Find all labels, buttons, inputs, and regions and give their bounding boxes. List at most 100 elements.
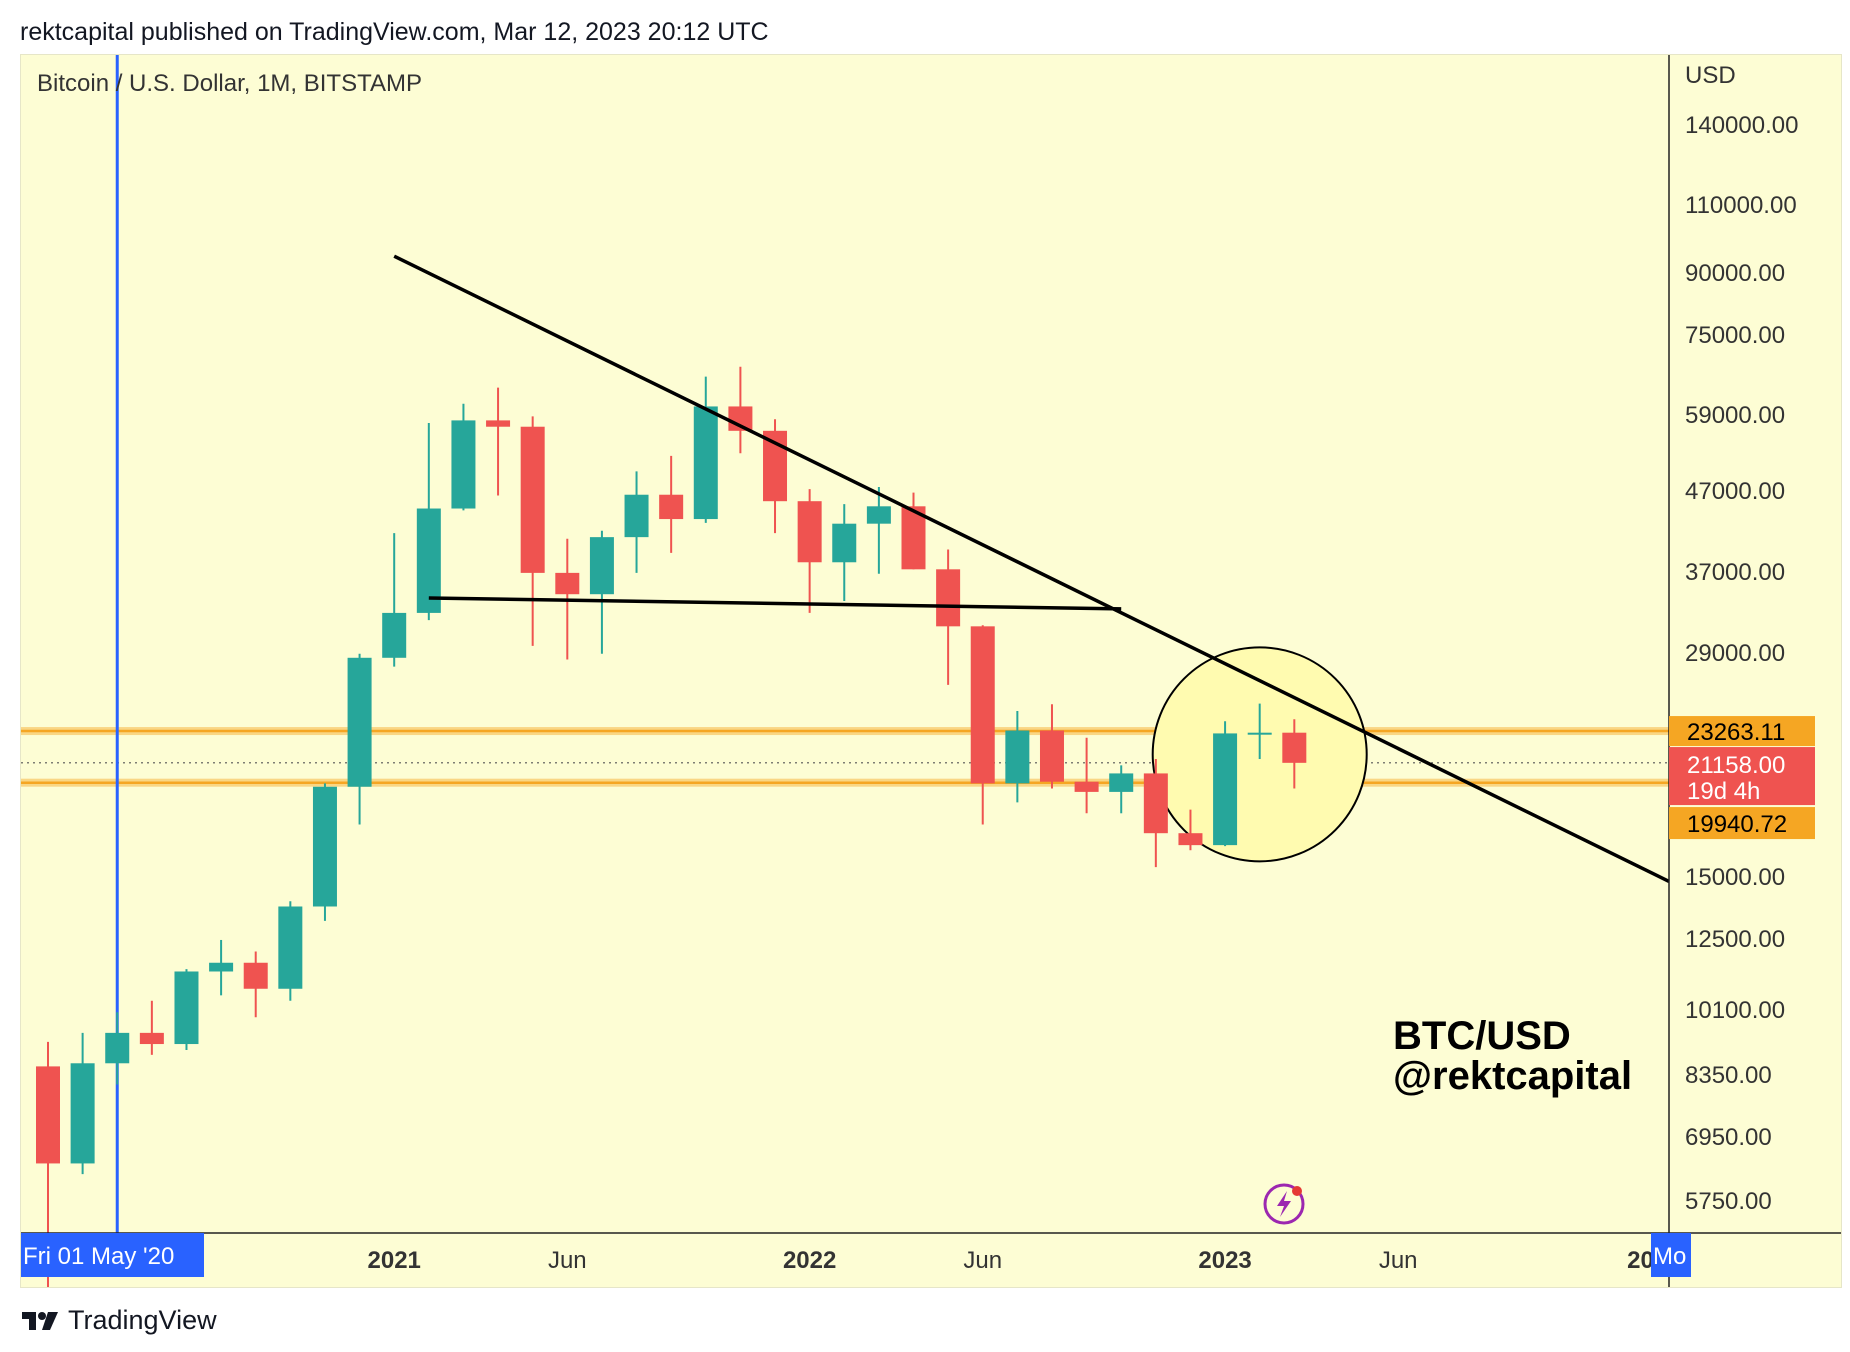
candle-body-bull [1005,730,1030,784]
x-tick-label: 2022 [783,1247,836,1274]
candle[interactable] [589,530,614,654]
candle[interactable] [728,366,753,454]
candle-body-bull [209,962,234,972]
candle-body-bull [105,1032,130,1064]
y-tick-label: 47000.00 [1685,478,1785,505]
y-tick-label: 6950.00 [1685,1124,1772,1151]
tradingview-logo-icon [22,1311,58,1330]
candle-body-bear [520,426,545,573]
lightning-icon-dot [1292,1186,1302,1196]
candle[interactable] [382,533,407,667]
candle[interactable] [1247,703,1272,760]
candle-body-bull [416,508,441,613]
candle-body-bull [624,494,649,538]
candle[interactable] [797,489,822,613]
candle[interactable] [278,901,303,1001]
candle-body-bull [589,537,614,595]
candle[interactable] [936,549,961,685]
currency-label: USD [1685,62,1736,89]
candle-body-bull [451,420,476,509]
candle[interactable] [312,783,337,921]
candle[interactable] [1074,737,1099,814]
x-tick-label: Jun [548,1247,587,1274]
candle-body-bull [1247,732,1272,735]
plot-area[interactable] [21,55,1669,1287]
chart-frame[interactable]: Bitcoin / U.S. Dollar, 1M, BITSTAMP USD … [20,54,1842,1288]
upper-level-tag-label: 23263.11 [1687,719,1785,746]
x-tick-label: 20 [1627,1247,1654,1274]
candle-body-bear [1143,773,1168,834]
lower-level-tag [1669,807,1815,840]
candle[interactable] [347,653,372,825]
candle[interactable] [866,486,891,574]
candle-body-bear [486,420,511,427]
candle[interactable] [1143,759,1168,868]
candle[interactable] [105,1012,130,1085]
lightning-icon[interactable] [1263,1183,1305,1225]
candle[interactable] [970,625,995,825]
watermark-handle: @rektcapital [1393,1054,1632,1098]
candle-body-bull [70,1063,95,1164]
candle[interactable] [1005,710,1030,803]
lower-level-tag-label: 19940.72 [1687,811,1787,838]
x-tick-label: 2021 [368,1247,421,1274]
candle[interactable] [832,504,857,601]
y-tick-label: 59000.00 [1685,402,1785,429]
candle-body-bear [139,1032,164,1045]
candle[interactable] [209,939,234,996]
candle[interactable] [243,951,268,1018]
candle-body-bear [1178,833,1203,846]
candle[interactable] [451,403,476,511]
y-tick-label: 10100.00 [1685,997,1785,1024]
candle[interactable] [139,1000,164,1055]
candle[interactable] [1109,765,1134,814]
candle[interactable] [70,1032,95,1175]
candle[interactable] [1282,719,1307,789]
y-tick-label: 29000.00 [1685,640,1785,667]
y-tick-label: 12500.00 [1685,926,1785,953]
candle-body-bear [659,494,684,520]
y-tick-label: 140000.00 [1685,112,1798,139]
candle[interactable] [1039,704,1064,789]
y-tick-label: 110000.00 [1685,192,1797,219]
y-tick-label: 90000.00 [1685,260,1785,287]
candle[interactable] [693,376,718,523]
y-tick-label: 15000.00 [1685,864,1785,891]
candle-body-bear [797,501,822,563]
candle[interactable] [416,422,441,621]
candle-body-bear [901,506,926,570]
candle-body-bull [693,406,718,520]
x-tick-label: 2023 [1198,1247,1251,1274]
y-tick-label: 75000.00 [1685,322,1785,349]
crosshair-date-label: Fri 01 May '20 [23,1243,174,1270]
candle-body-bull [866,506,891,524]
candle-body-bull [278,906,303,989]
crosshair-right-tag [1651,1233,1691,1277]
chart-svg[interactable]: Bitcoin / U.S. Dollar, 1M, BITSTAMP USD … [21,55,1841,1287]
tradingview-brand[interactable]: TradingView [20,1305,217,1336]
lightning-icon-ring [1263,1183,1305,1225]
upper-level-tag [1669,716,1815,747]
candle[interactable] [174,969,199,1050]
candle-body-bear [936,569,961,627]
candle[interactable] [901,492,926,570]
watermark-symbol: BTC/USD [1393,1014,1571,1058]
candle-body-bull [832,523,857,563]
candle[interactable] [1213,721,1238,847]
candle-body-bull [1213,733,1238,846]
candle[interactable] [486,387,511,496]
y-tick-label: 8350.00 [1685,1062,1772,1089]
range-low-line[interactable] [428,596,1122,611]
descending-trendline[interactable] [393,254,1670,883]
candle-body-bull [1109,773,1134,792]
candle[interactable] [624,471,649,573]
published-header: rektcapital published on TradingView.com… [20,18,769,46]
candle[interactable] [520,416,545,646]
candle[interactable] [763,419,788,534]
candle[interactable] [1178,809,1203,851]
x-tick-label: Jun [963,1247,1002,1274]
candle[interactable] [659,455,684,553]
lightning-icon-bolt [1277,1191,1291,1217]
candle-body-bear [555,572,580,595]
countdown-tag-label: 19d 4h [1687,778,1760,805]
